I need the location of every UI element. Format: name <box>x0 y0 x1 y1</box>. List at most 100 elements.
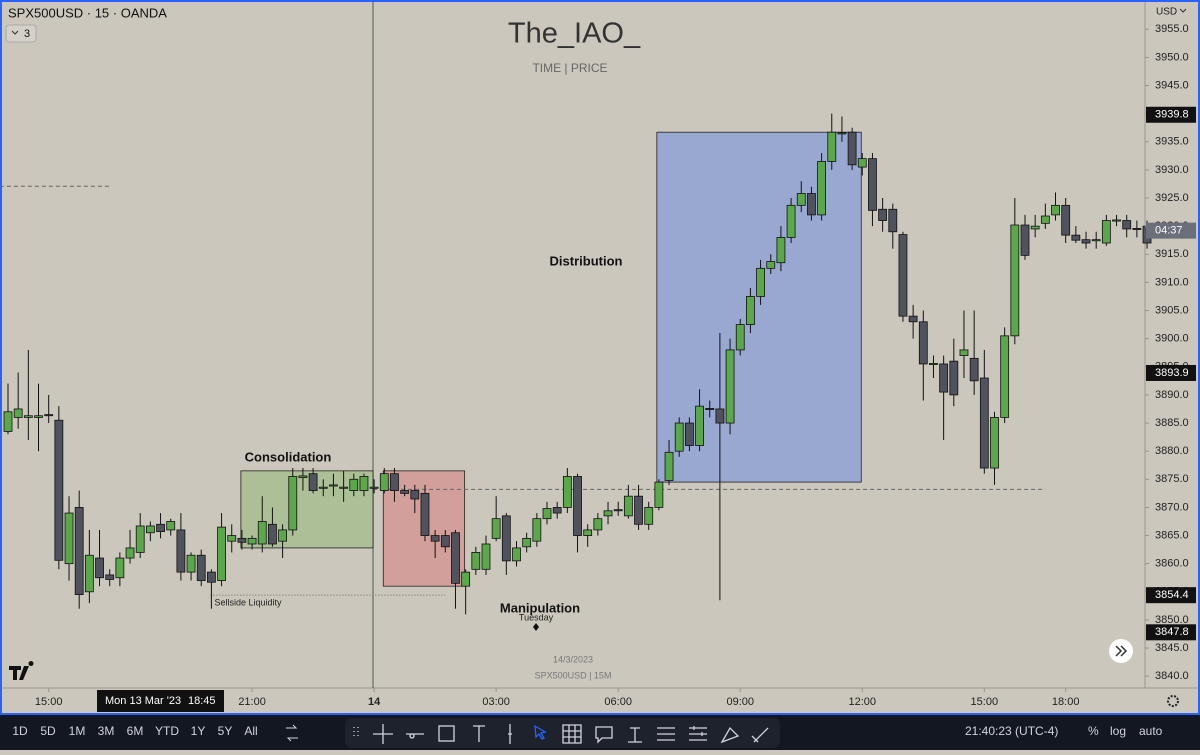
y-tick-label: 3850.0 <box>1155 614 1189 626</box>
range-button[interactable]: 1Y <box>191 724 206 738</box>
candle-body <box>878 208 888 221</box>
watermark-symbol: SPX500USD | 15M <box>535 670 612 680</box>
range-button[interactable]: 5D <box>40 724 56 738</box>
candle-body <box>115 557 125 579</box>
price-label-box <box>1146 106 1196 123</box>
y-tick-label: 3900.0 <box>1155 333 1189 345</box>
auto-toggle[interactable]: auto <box>1139 724 1163 738</box>
percent-toggle[interactable]: % <box>1088 724 1099 738</box>
y-tick-label: 3905.0 <box>1155 304 1189 316</box>
candle-body <box>135 525 145 553</box>
last-price-box <box>1146 222 1196 239</box>
crosshair-date: Mon 13 Mar '23 <box>105 695 181 707</box>
y-tick-label: 3840.0 <box>1155 670 1189 682</box>
y-tick-label: 3955.0 <box>1155 23 1189 35</box>
candle-body <box>817 161 826 216</box>
candle-body <box>1071 234 1081 241</box>
candle-body <box>1122 220 1132 230</box>
candle-body <box>166 521 176 531</box>
candle-body <box>929 363 938 365</box>
candle-body <box>756 267 765 297</box>
range-button[interactable]: 5Y <box>218 724 233 738</box>
range-button[interactable]: YTD <box>155 724 179 738</box>
compare-icon[interactable] <box>286 724 298 742</box>
candle-body <box>1010 224 1020 337</box>
y-tick-label: 3915.0 <box>1155 248 1189 260</box>
candle-body <box>715 408 725 424</box>
candle-body <box>857 158 867 168</box>
candle-body <box>430 535 440 542</box>
y-tick-label: 3885.0 <box>1155 417 1189 429</box>
x-tick-label: 09:00 <box>726 696 754 708</box>
indicator-toggle[interactable] <box>5 24 37 43</box>
drag-handle <box>353 727 359 736</box>
cursor-tool[interactable] <box>534 724 547 740</box>
y-tick-label: 3860.0 <box>1155 558 1189 570</box>
candle-body <box>34 415 43 418</box>
range-button[interactable]: 1M <box>69 724 86 738</box>
price-label: 3847.8 <box>1155 626 1189 638</box>
pen-tool[interactable] <box>751 727 769 743</box>
settings-icon[interactable] <box>1167 695 1179 707</box>
brush-tool[interactable] <box>720 726 740 744</box>
watermark-date: 14/3/2023 <box>553 654 593 664</box>
candle-body <box>654 481 664 508</box>
candle-body <box>44 414 54 417</box>
x-tick-label: 15:00 <box>971 696 999 708</box>
range-button[interactable]: 3M <box>98 724 115 738</box>
price-label: 3939.8 <box>1155 109 1189 121</box>
pattern-tool[interactable] <box>689 726 707 741</box>
candle-body <box>695 405 704 446</box>
candle-body <box>1132 227 1142 230</box>
candle-body <box>573 476 582 536</box>
currency[interactable]: USD <box>1156 7 1177 18</box>
candle-body <box>990 417 999 469</box>
anchor-tool[interactable] <box>628 727 642 743</box>
candle-body <box>186 554 196 573</box>
candle-body <box>298 475 308 479</box>
candle-body <box>746 296 755 325</box>
candle-body <box>471 552 481 570</box>
chevron-icon <box>11 30 19 35</box>
candle-body <box>949 360 959 396</box>
fib-tool[interactable] <box>657 727 675 741</box>
crosshair-tool[interactable] <box>373 724 393 744</box>
zone-label: Manipulation <box>500 600 580 615</box>
line-tool[interactable] <box>406 733 424 739</box>
candle-body <box>1112 219 1121 222</box>
candle-body <box>939 363 949 393</box>
grid-tool[interactable] <box>562 724 582 744</box>
candle-body <box>257 521 267 545</box>
candle-body <box>3 411 13 432</box>
candle-body <box>623 495 633 517</box>
candle-body <box>552 507 562 514</box>
chevron-icon <box>1179 8 1187 13</box>
candle-body <box>603 510 613 517</box>
range-button[interactable]: All <box>244 724 257 738</box>
candle-body <box>776 236 786 264</box>
range-button[interactable]: 6M <box>127 724 144 738</box>
y-tick-label: 3880.0 <box>1155 445 1189 457</box>
candle-body <box>420 492 430 536</box>
candle-body <box>308 473 318 491</box>
range-button[interactable]: 1D <box>12 724 28 738</box>
log-toggle[interactable]: log <box>1110 724 1126 738</box>
watermark-title: The_IAO_ <box>508 18 641 50</box>
y-tick-label: 3875.0 <box>1155 473 1189 485</box>
note-tool[interactable] <box>595 726 613 744</box>
candle-body <box>593 518 603 531</box>
y-tick-label: 3945.0 <box>1155 79 1189 91</box>
measure-tool[interactable] <box>508 724 512 744</box>
candle-body <box>918 321 928 365</box>
candle-body <box>766 261 776 269</box>
candle-body <box>359 476 369 491</box>
rect-tool[interactable] <box>438 725 455 742</box>
y-tick-label: 3890.0 <box>1155 389 1189 401</box>
candle-body <box>888 208 898 233</box>
candle-body <box>562 476 572 508</box>
logo[interactable] <box>9 660 34 680</box>
candle-body <box>451 532 460 584</box>
text-tool[interactable] <box>473 725 485 742</box>
